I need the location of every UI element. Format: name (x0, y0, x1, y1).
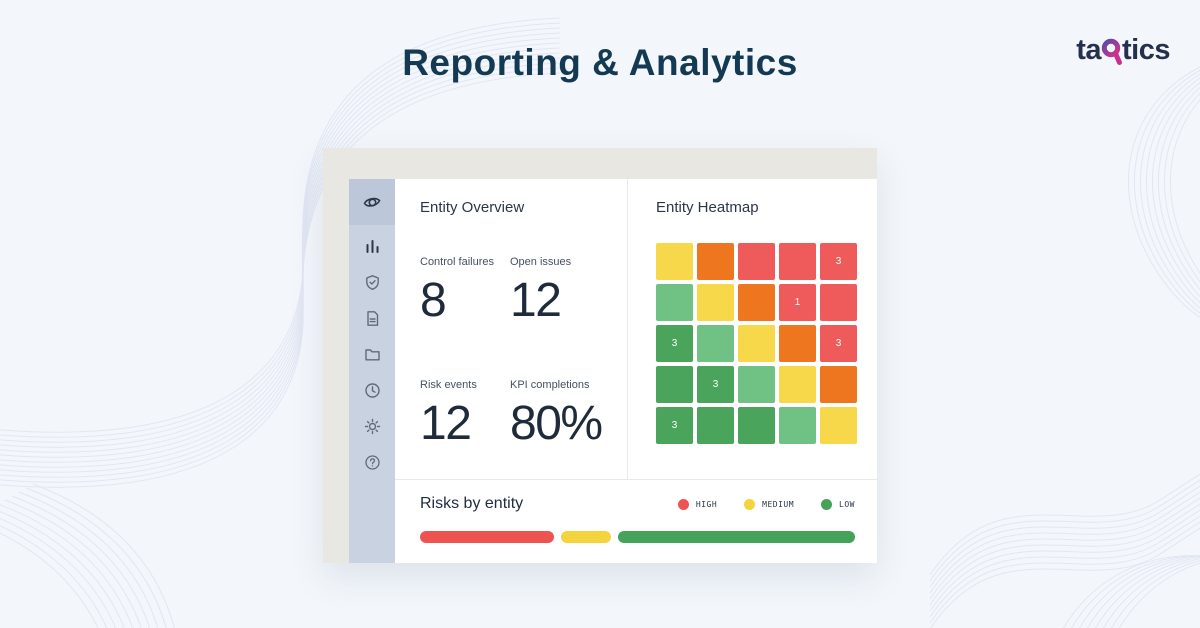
sidebar (349, 179, 395, 563)
heatmap-cell[interactable] (697, 325, 734, 362)
brand-q-icon (1101, 38, 1123, 65)
heatmap-cell[interactable] (779, 366, 816, 403)
metric-grid: Control failures 8 Open issues 12 Risk e… (420, 256, 627, 448)
cell-count: 3 (835, 338, 842, 349)
metric-value: 12 (510, 274, 562, 327)
heatmap-cell[interactable] (656, 243, 693, 280)
main-content: Entity Overview Control failures 8 Open … (395, 179, 877, 563)
sidebar-item-documents[interactable] (364, 310, 381, 327)
risks-by-entity-panel: Risks by entity HIGH MEDIUM LOW (395, 480, 877, 563)
entity-heatmap-panel: Entity Heatmap 3 1 3 (628, 179, 877, 479)
heatmap-cell[interactable] (738, 243, 775, 280)
heatmap-cell[interactable] (656, 366, 693, 403)
bar-segment-high (420, 531, 555, 543)
metric-value: 80% (510, 397, 603, 450)
help-icon (364, 455, 380, 470)
heatmap-cell[interactable] (820, 407, 857, 444)
entity-overview-title: Entity Overview (420, 199, 525, 216)
dashboard-mockup: Entity Overview Control failures 8 Open … (323, 148, 877, 563)
metric-label: Risk events (420, 379, 477, 391)
risks-title: Risks by entity (420, 495, 524, 512)
vertical-divider (627, 179, 628, 479)
risk-stacked-bar (420, 531, 855, 543)
metric-value: 8 (420, 274, 447, 327)
bar-segment-medium (561, 531, 612, 543)
metric-label: KPI completions (510, 379, 590, 391)
heatmap-cell[interactable]: 3 (820, 243, 857, 280)
metric-label: Open issues (510, 256, 572, 268)
cell-count: 3 (712, 379, 719, 390)
metric-risk-events: Risk events 12 (420, 379, 510, 448)
cell-count: 3 (671, 420, 678, 431)
horizontal-divider (395, 479, 877, 480)
sidebar-logo-tile[interactable] (349, 179, 395, 225)
risk-legend: HIGH MEDIUM LOW (677, 498, 855, 510)
bar-chart-icon (366, 240, 378, 253)
cell-count: 3 (835, 256, 842, 267)
shield-check-icon (365, 275, 379, 290)
entity-heatmap-title: Entity Heatmap (656, 199, 759, 216)
heatmap-cell[interactable] (738, 325, 775, 362)
sidebar-item-compliance[interactable] (364, 274, 381, 291)
document-icon (366, 311, 378, 326)
brand-text-right: tics (1122, 33, 1170, 66)
heatmap-cell[interactable] (820, 366, 857, 403)
heatmap-cell[interactable] (820, 284, 857, 321)
legend-item-high: HIGH (677, 498, 718, 510)
heatmap-cell[interactable] (779, 325, 816, 362)
heatmap-cell[interactable]: 3 (656, 325, 693, 362)
page-title: Reporting & Analytics (402, 42, 798, 83)
legend-label: HIGH (695, 499, 718, 509)
bar-segment-low (618, 531, 855, 543)
entity-overview-panel: Entity Overview Control failures 8 Open … (395, 179, 627, 479)
cell-count: 1 (794, 297, 801, 308)
sidebar-item-history[interactable] (364, 382, 381, 399)
sidebar-item-help[interactable] (364, 454, 381, 471)
heatmap-cell[interactable] (656, 284, 693, 321)
legend-label: LOW (839, 499, 855, 509)
heatmap-cell[interactable] (738, 407, 775, 444)
app-logo-eye-icon (363, 197, 380, 207)
brand-text-left: ta (1076, 33, 1102, 66)
sidebar-item-analytics[interactable] (364, 238, 381, 255)
heatmap-cell[interactable] (738, 284, 775, 321)
sidebar-nav (364, 238, 381, 471)
medium-dot-icon (744, 498, 756, 510)
heatmap-cell[interactable]: 3 (697, 366, 734, 403)
metric-kpi-completions: KPI completions 80% (510, 379, 627, 448)
sidebar-item-folders[interactable] (364, 346, 381, 363)
app-window: Entity Overview Control failures 8 Open … (349, 179, 877, 563)
legend-item-low: LOW (821, 498, 855, 510)
heatmap-cell[interactable] (779, 407, 816, 444)
folder-icon (364, 349, 380, 361)
heatmap-grid: 3 1 3 3 3 (656, 243, 857, 444)
legend-label: MEDIUM (762, 499, 795, 509)
clock-icon (364, 383, 380, 398)
metric-value: 12 (420, 397, 472, 450)
cell-count: 3 (671, 338, 678, 349)
heatmap-cell[interactable] (697, 243, 734, 280)
brand-logo: ta tics (1076, 33, 1170, 67)
heatmap-cell[interactable] (697, 407, 734, 444)
heatmap-cell[interactable] (779, 243, 816, 280)
heatmap-cell[interactable] (738, 366, 775, 403)
metric-control-failures: Control failures 8 (420, 256, 510, 325)
legend-item-medium: MEDIUM (744, 498, 795, 510)
sidebar-item-settings[interactable] (364, 418, 381, 435)
heatmap-cell[interactable]: 3 (820, 325, 857, 362)
high-dot-icon (677, 498, 689, 510)
low-dot-icon (821, 498, 833, 510)
heatmap-cell[interactable]: 3 (656, 407, 693, 444)
gear-icon (364, 418, 380, 435)
metric-label: Control failures (420, 256, 494, 268)
heatmap-cell[interactable] (697, 284, 734, 321)
heatmap-cell[interactable]: 1 (779, 284, 816, 321)
metric-open-issues: Open issues 12 (510, 256, 627, 325)
